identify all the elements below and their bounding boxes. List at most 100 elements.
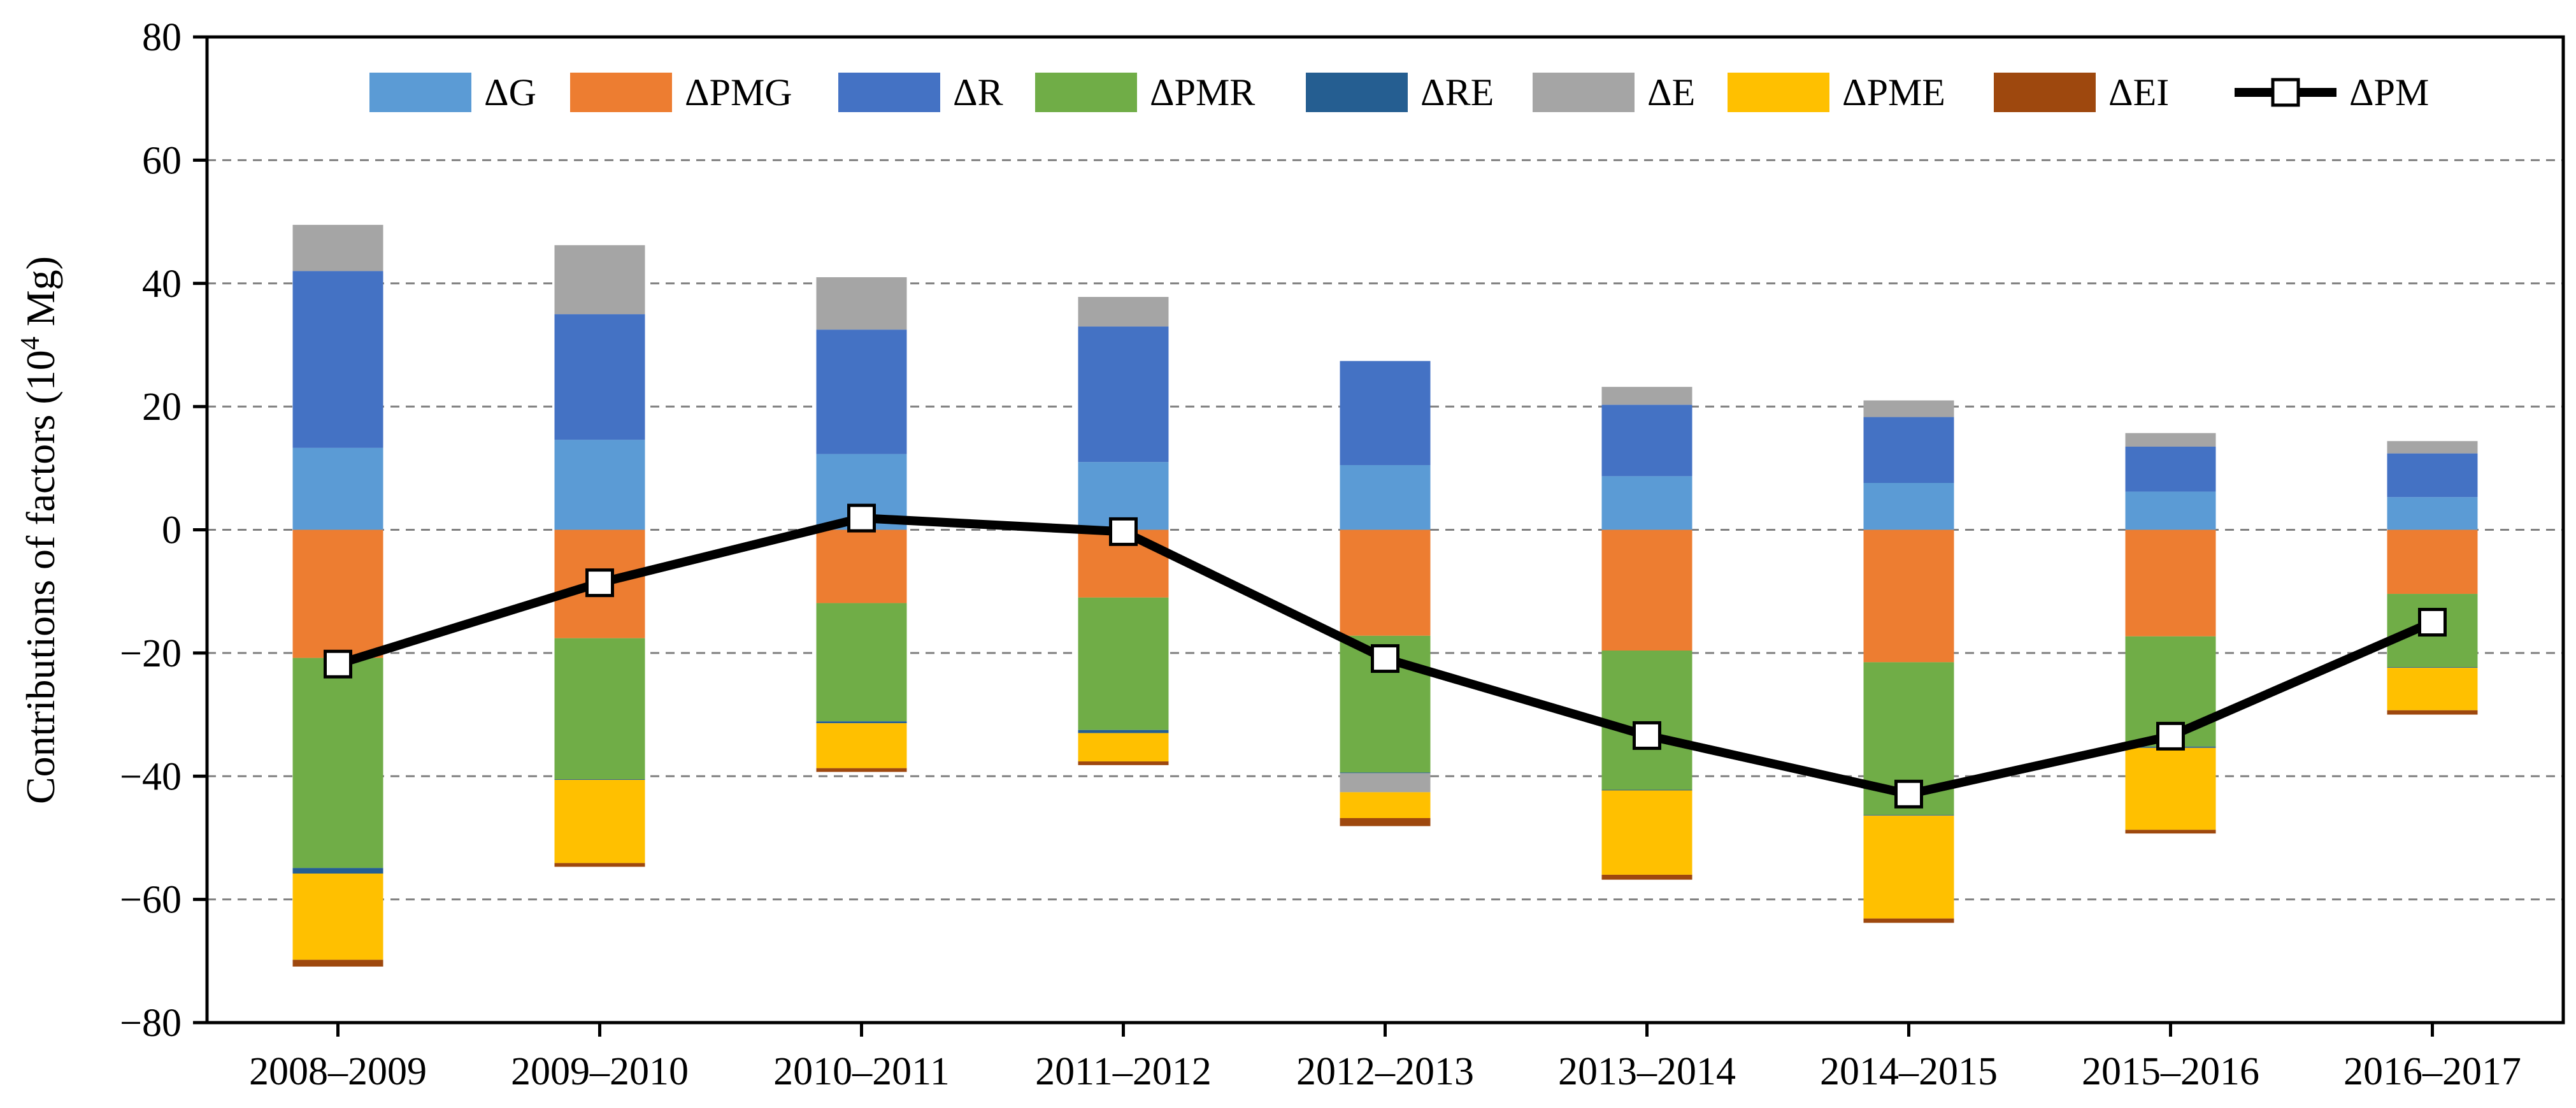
x-tick-label: 2008–2009 xyxy=(249,1050,427,1093)
bar-segment xyxy=(2125,529,2216,637)
bar-segment xyxy=(292,874,383,960)
y-tick-label: −20 xyxy=(120,632,182,675)
bar-segment xyxy=(2125,446,2216,492)
legend-label: ΔG xyxy=(484,71,536,113)
bar-segment xyxy=(554,245,645,315)
legend-item: ΔR xyxy=(838,71,1003,113)
x-tick-label: 2016–2017 xyxy=(2343,1050,2521,1093)
bar-segment xyxy=(816,723,907,768)
bar-segment xyxy=(816,721,907,724)
total-line-marker xyxy=(1894,779,1923,809)
bar-segment xyxy=(1340,773,1431,793)
legend-item: ΔEI xyxy=(1994,71,2169,113)
bar-segment xyxy=(2125,830,2216,834)
bar-segment xyxy=(1601,387,1692,405)
y-tick-label: −60 xyxy=(120,879,182,922)
legend-swatch xyxy=(1035,73,1137,112)
x-tick-label: 2010–2011 xyxy=(773,1050,950,1093)
bar-segment xyxy=(2125,491,2216,530)
bar-segment xyxy=(816,277,907,330)
bar-segment xyxy=(1078,761,1169,765)
legend-label: ΔR xyxy=(953,71,1003,113)
bar-segment xyxy=(1340,792,1431,818)
y-tick-label: −40 xyxy=(120,755,182,798)
legend-line-marker xyxy=(2271,78,2300,107)
x-tick-label: 2014–2015 xyxy=(1820,1050,1998,1093)
legend: ΔG ΔPMG ΔR ΔPMR ΔRE ΔE ΔPME ΔEI ΔPM xyxy=(369,71,2429,113)
legend-swatch xyxy=(369,73,471,112)
bar-segment xyxy=(1601,790,1692,875)
bar-segment xyxy=(816,329,907,454)
bar-segment xyxy=(816,768,907,772)
bar-segment xyxy=(2387,453,2478,498)
total-line-marker xyxy=(1109,517,1138,546)
bar-segment xyxy=(816,529,907,603)
bar-segment xyxy=(1601,405,1692,477)
bar-segment xyxy=(292,271,383,448)
y-tick-label: 40 xyxy=(142,263,182,306)
bar-segment xyxy=(816,603,907,722)
bar-segment xyxy=(1078,597,1169,730)
legend-swatch xyxy=(1306,73,1408,112)
bar-segment xyxy=(2387,441,2478,454)
bar-segment xyxy=(292,960,383,967)
bar-segment xyxy=(1863,417,1954,484)
y-axis-label-superscript: 4 xyxy=(16,336,45,350)
bar-segment xyxy=(1601,529,1692,651)
bar-segment xyxy=(1863,483,1954,530)
bar-segment xyxy=(292,868,383,874)
bar-segment xyxy=(554,863,645,867)
total-line-marker xyxy=(324,649,352,679)
legend-label: ΔRE xyxy=(1420,71,1494,113)
x-tick-label: 2015–2016 xyxy=(2082,1050,2259,1093)
total-line-marker xyxy=(1371,644,1399,673)
x-tick-label: 2012–2013 xyxy=(1296,1050,1474,1093)
y-tick-label: −80 xyxy=(120,1002,182,1045)
y-tick-label: 60 xyxy=(142,139,182,182)
legend-item: ΔPME xyxy=(1728,71,1945,113)
bar-segment xyxy=(1078,730,1169,733)
legend-item: ΔG xyxy=(369,71,536,113)
total-line-marker xyxy=(2156,721,2185,751)
y-tick-label: 0 xyxy=(162,509,182,552)
x-tick-label: 2011–2012 xyxy=(1035,1050,1212,1093)
bar-segment xyxy=(1601,789,1692,791)
bar-segment xyxy=(1340,817,1431,826)
legend-swatch xyxy=(838,73,940,112)
stacked-bars xyxy=(292,224,2478,967)
bar-stack xyxy=(1863,400,1954,923)
y-axis-label: Contributions of factors (104 Mg) xyxy=(16,256,63,804)
x-tick-label: 2009–2010 xyxy=(511,1050,689,1093)
bar-segment xyxy=(2387,667,2478,668)
bar-segment xyxy=(554,440,645,530)
bar-segment xyxy=(1863,529,1954,663)
legend-swatch xyxy=(1994,73,2096,112)
bar-segment xyxy=(2387,710,2478,715)
legend-swatch xyxy=(1533,73,1635,112)
bar-segment xyxy=(554,638,645,780)
x-tick-label: 2013–2014 xyxy=(1558,1050,1736,1093)
legend-item: ΔPM xyxy=(2235,71,2429,113)
bar-stack xyxy=(2125,433,2216,834)
total-line-marker xyxy=(585,568,614,598)
bar-segment xyxy=(1078,733,1169,762)
total-line-marker xyxy=(1633,721,1661,750)
bar-stack xyxy=(2387,441,2478,715)
bar-segment xyxy=(1863,816,1954,919)
legend-label: ΔPME xyxy=(1842,71,1945,113)
legend-item: ΔRE xyxy=(1306,71,1494,113)
bar-segment xyxy=(1601,476,1692,530)
bar-segment xyxy=(1078,297,1169,327)
bar-segment xyxy=(1078,326,1169,463)
bar-stack xyxy=(554,245,645,867)
bar-segment xyxy=(2125,747,2216,830)
bar-segment xyxy=(554,780,645,863)
bar-segment xyxy=(1340,529,1431,636)
bar-segment xyxy=(1863,918,1954,923)
bar-segment xyxy=(1863,815,1954,816)
bar-segment xyxy=(1340,772,1431,773)
bar-segment xyxy=(1601,874,1692,880)
legend-label: ΔPMR xyxy=(1150,71,1255,113)
legend-label: ΔE xyxy=(1647,71,1695,113)
